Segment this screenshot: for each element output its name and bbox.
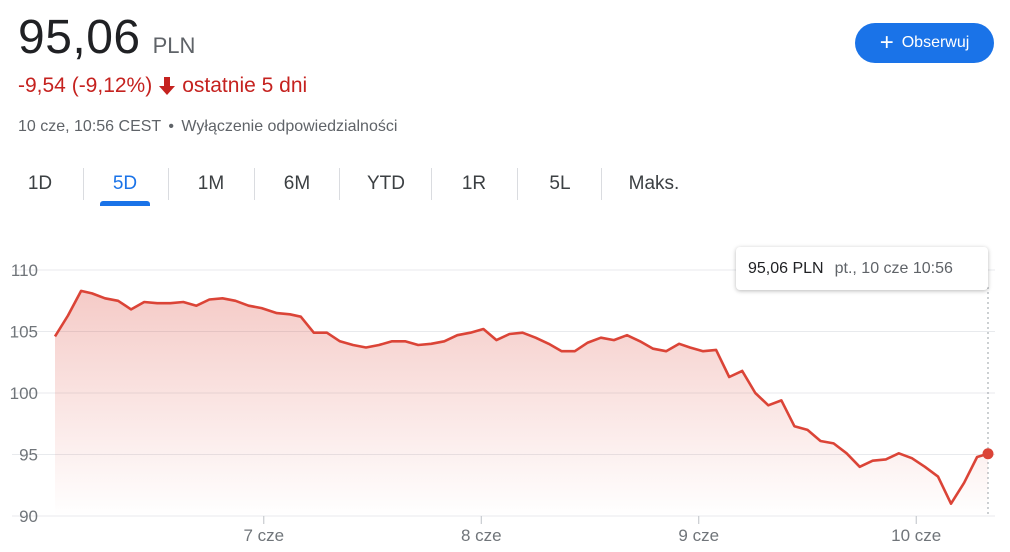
quote-timestamp: 10 cze, 10:56 CEST <box>18 118 161 135</box>
change-period: ostatnie 5 dni <box>182 74 308 97</box>
tab-1r[interactable]: 1R <box>461 173 487 194</box>
current-point-marker <box>982 448 994 460</box>
y-tick-label: 110 <box>11 261 38 280</box>
plus-icon: + <box>879 29 894 56</box>
follow-button-label: Obserwuj <box>901 34 970 51</box>
active-tab-indicator <box>100 201 150 206</box>
quote-meta: 10 cze, 10:56 CEST • Wyłączenie odpowied… <box>18 118 397 136</box>
price-change: -9,54 (-9,12%) ostatnie 5 dni <box>18 74 307 98</box>
price-area <box>55 290 988 516</box>
tab-ytd[interactable]: YTD <box>367 173 405 194</box>
price-header: 95,06 PLN <box>18 10 195 65</box>
tab-divider <box>254 168 255 200</box>
tab-6m[interactable]: 6M <box>283 173 311 194</box>
price-chart[interactable]: 110 105 100 95 90 7 cze 8 cze 9 cze 10 cze <box>0 225 1010 552</box>
tab-divider <box>339 168 340 200</box>
tab-max[interactable]: Maks. <box>628 173 680 194</box>
price-line <box>53 289 989 505</box>
x-tick-label: 8 cze <box>461 526 502 545</box>
meta-separator: • <box>168 118 174 135</box>
change-value: -9,54 (-9,12%) <box>18 74 153 97</box>
tab-divider <box>83 168 84 200</box>
tab-divider <box>168 168 169 200</box>
y-tick-label: 95 <box>19 446 38 465</box>
y-tick-label: 100 <box>10 384 38 403</box>
follow-button[interactable]: + Obserwuj <box>855 23 994 63</box>
tab-1m[interactable]: 1M <box>197 173 225 194</box>
tab-5d[interactable]: 5D <box>100 160 150 208</box>
x-tick-label: 7 cze <box>243 526 284 545</box>
x-tick-label: 10 cze <box>891 526 941 545</box>
current-price: 95,06 <box>18 11 141 64</box>
tooltip-date: pt., 10 cze 10:56 <box>834 259 953 277</box>
tab-5l[interactable]: 5L <box>549 173 571 194</box>
x-tick-label: 9 cze <box>678 526 719 545</box>
currency-label: PLN <box>152 33 196 58</box>
arrow-down-icon <box>158 76 176 96</box>
tab-divider <box>601 168 602 200</box>
range-tabs: 1D 5D 1M 6M YTD 1R 5L Maks. <box>0 160 740 210</box>
y-tick-label: 105 <box>10 323 38 342</box>
tab-divider <box>431 168 432 200</box>
tooltip-price: 95,06 PLN <box>748 259 824 277</box>
tab-1d[interactable]: 1D <box>27 173 53 194</box>
tab-divider <box>517 168 518 200</box>
chart-tooltip: 95,06 PLN pt., 10 cze 10:56 <box>736 247 988 290</box>
disclaimer-link[interactable]: Wyłączenie odpowiedzialności <box>181 118 398 135</box>
y-tick-label: 90 <box>19 507 38 526</box>
